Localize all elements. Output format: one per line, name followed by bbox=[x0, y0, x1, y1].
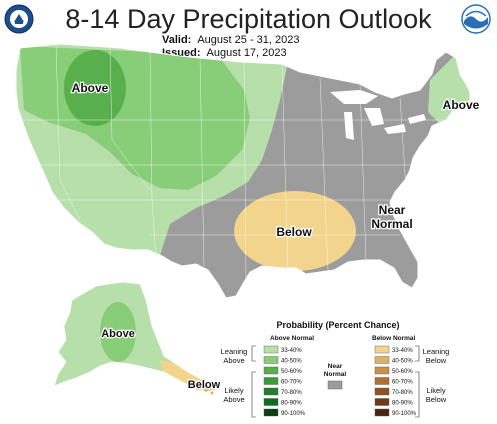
region-label-above-northwest: Above bbox=[72, 81, 109, 95]
legend-above-label-2: 50-60% bbox=[281, 369, 302, 375]
legend-leaning-below-line1: Leaning bbox=[423, 347, 450, 356]
great-lakes bbox=[330, 90, 426, 140]
region-label-above-northeast: Above bbox=[443, 98, 480, 112]
legend-below-label-3: 60-70% bbox=[392, 380, 413, 386]
legend: Probability (Percent Chance) Above Norma… bbox=[221, 320, 450, 418]
noaa-logo-icon bbox=[461, 4, 491, 34]
legend-above-label-4: 70-80% bbox=[281, 390, 302, 396]
legend-near-header-line1: Near bbox=[328, 363, 343, 370]
legend-below-bins: 33-40% 40-50% 50-60% 60-70% 70-80% 80-90% 90-1… bbox=[374, 345, 417, 417]
legend-below-label-2: 50-60% bbox=[392, 369, 413, 375]
legend-above-swatch-3 bbox=[263, 377, 279, 385]
legend-above-label-0: 33-40% bbox=[281, 348, 302, 354]
legend-above-label-1: 40-50% bbox=[281, 359, 302, 365]
issued-value: August 17, 2023 bbox=[206, 47, 287, 59]
legend-likely-below-line2: Below bbox=[426, 395, 447, 404]
legend-near-header-line2: Normal bbox=[324, 371, 347, 378]
legend-above-swatch-2 bbox=[263, 366, 279, 375]
legend-leaning-below-line2: Below bbox=[426, 356, 447, 365]
legend-below-label-0: 33-40% bbox=[392, 348, 413, 354]
region-label-below-alaska: Below bbox=[188, 379, 221, 391]
alaska-panhandle-islands bbox=[188, 382, 214, 395]
legend-likely-below-line1: Likely bbox=[426, 386, 445, 395]
legend-below-header: Below Normal bbox=[372, 335, 416, 342]
legend-leaning-above-line1: Leaning bbox=[221, 347, 248, 356]
legend-near-swatch bbox=[327, 380, 343, 390]
legend-below-swatch-6 bbox=[374, 408, 390, 417]
legend-above-bins: 33-40% 40-50% 50-60% 60-70% 70-80% 80-90% 90-1… bbox=[263, 345, 306, 417]
valid-value: August 25 - 31, 2023 bbox=[197, 34, 300, 46]
legend-below-swatch-2 bbox=[374, 366, 390, 375]
legend-likely-above-line2: Above bbox=[223, 395, 244, 404]
region-label-above-alaska: Above bbox=[101, 328, 135, 340]
legend-below-swatch-5 bbox=[374, 398, 390, 406]
region-labels: Above Above Below Near Normal Above Belo… bbox=[70, 80, 481, 393]
legend-title: Probability (Percent Chance) bbox=[276, 320, 399, 330]
legend-below-label-1: 40-50% bbox=[392, 359, 413, 365]
page-title: 8-14 Day Precipitation Outlook bbox=[65, 4, 432, 34]
legend-above-swatch-1 bbox=[263, 356, 279, 364]
legend-above-swatch-0 bbox=[263, 345, 279, 354]
legend-above-swatch-6 bbox=[263, 408, 279, 417]
legend-brackets bbox=[251, 345, 420, 418]
legend-below-swatch-1 bbox=[374, 356, 390, 364]
valid-dates: Valid: August 25 - 31, 2023 bbox=[162, 34, 299, 46]
region-label-below-central: Below bbox=[276, 225, 312, 239]
doc-seal-icon bbox=[4, 4, 34, 34]
legend-below-swatch-4 bbox=[374, 387, 390, 396]
legend-below-label-4: 70-80% bbox=[392, 390, 413, 396]
region-label-near-line1: Near bbox=[379, 203, 406, 217]
alaska-above-40-50 bbox=[100, 302, 136, 362]
legend-leaning-above-line2: Above bbox=[223, 356, 244, 365]
legend-below-label-6: 90-100% bbox=[392, 411, 417, 417]
legend-above-label-5: 80-90% bbox=[281, 401, 302, 407]
legend-below-swatch-3 bbox=[374, 377, 390, 385]
legend-above-header: Above Normal bbox=[270, 335, 314, 342]
legend-above-swatch-4 bbox=[263, 387, 279, 396]
legend-above-label-3: 60-70% bbox=[281, 380, 302, 386]
legend-likely-above-line1: Likely bbox=[224, 386, 243, 395]
region-label-near-line2: Normal bbox=[371, 217, 412, 231]
legend-side-labels: Leaning Above Likely Above Leaning Below… bbox=[221, 347, 450, 404]
state-boundaries bbox=[16, 44, 470, 281]
legend-above-label-6: 90-100% bbox=[281, 411, 306, 417]
legend-above-swatch-5 bbox=[263, 398, 279, 406]
legend-below-swatch-0 bbox=[374, 345, 390, 354]
valid-label: Valid: bbox=[162, 34, 192, 46]
legend-below-label-5: 80-90% bbox=[392, 401, 413, 407]
